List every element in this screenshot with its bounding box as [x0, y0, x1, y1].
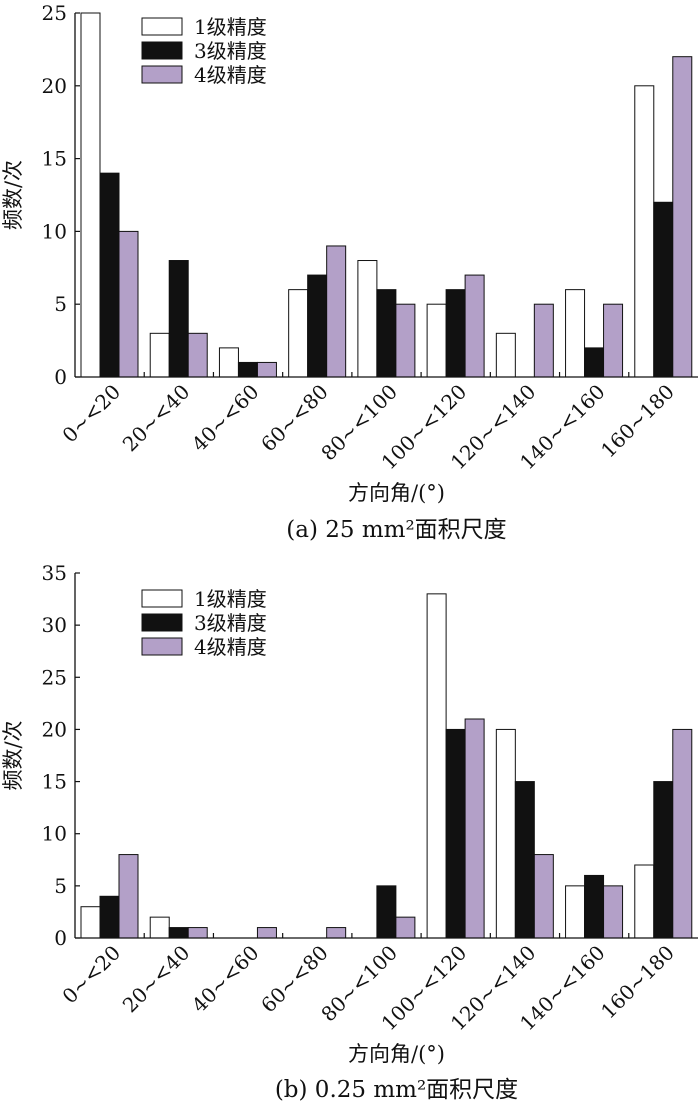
bar-1-6: [426, 303, 447, 378]
x-tick-label: 0~<20: [57, 380, 125, 448]
legend-swatch-1: [141, 17, 183, 36]
y-tick-label: 30: [42, 613, 67, 637]
chart-b: 051015202530350~<2020~<4040~<6060~<8080~…: [1, 561, 698, 1103]
bar-2-4: [307, 274, 328, 378]
bar-2-8: [584, 874, 605, 939]
bar-2-3: [237, 361, 258, 378]
bar-1-7: [495, 332, 516, 378]
legend-label-1: 1级精度: [194, 15, 267, 39]
chart-caption: (b) 0.25 mm²面积尺度: [275, 1077, 518, 1103]
bar-1-1: [80, 906, 101, 939]
bar-3-8: [603, 885, 624, 939]
bar-2-9: [653, 201, 674, 378]
y-tick-label: 20: [42, 717, 67, 741]
bar-3-7: [533, 303, 554, 378]
bar-3-5: [395, 916, 416, 939]
bar-2-7: [514, 781, 535, 939]
bar-3-1: [118, 230, 139, 378]
y-axis-label: 频数/次: [1, 720, 25, 790]
legend-label-2: 3级精度: [194, 611, 267, 635]
bar-1-9: [634, 864, 655, 939]
bar-3-8: [603, 303, 624, 378]
x-tick-label: 160~180: [596, 941, 679, 1024]
bar-2-2: [168, 260, 189, 378]
bar-3-1: [118, 854, 139, 939]
legend-label-3: 4级精度: [194, 63, 267, 87]
bar-1-1: [80, 12, 101, 378]
bar-3-3: [256, 927, 277, 939]
bar-1-4: [288, 289, 309, 378]
bar-1-2: [149, 332, 170, 378]
legend-swatch-3: [141, 65, 183, 84]
bar-2-6: [445, 728, 466, 939]
legend-swatch-3: [141, 637, 183, 656]
x-axis-label: 方向角/(°): [348, 1042, 445, 1066]
legend-label-1: 1级精度: [194, 587, 267, 611]
bar-3-6: [464, 718, 485, 939]
bar-3-4: [326, 245, 347, 378]
chart-a: 05101520250~<2020~<4040~<6060~<8080~<100…: [1, 1, 698, 543]
y-tick-label: 15: [42, 147, 67, 171]
bar-1-3: [218, 347, 239, 378]
y-tick-label: 10: [42, 822, 67, 846]
y-tick-label: 0: [54, 365, 67, 389]
bar-3-4: [326, 927, 347, 939]
x-tick-label: 0~<20: [57, 941, 125, 1009]
y-tick-label: 25: [42, 1, 67, 25]
bar-2-9: [653, 781, 674, 939]
y-tick-label: 5: [54, 874, 67, 898]
x-tick-label: 20~<40: [118, 380, 195, 457]
bar-2-1: [99, 172, 120, 378]
legend-swatch-2: [141, 613, 183, 632]
x-tick-label: 160~180: [596, 380, 679, 463]
y-tick-label: 25: [42, 665, 67, 689]
y-tick-label: 20: [42, 74, 67, 98]
y-tick-label: 10: [42, 219, 67, 243]
bar-1-5: [357, 260, 378, 378]
bar-2-2: [168, 927, 189, 939]
x-tick-label: 20~<40: [118, 941, 195, 1018]
bar-3-3: [256, 361, 277, 378]
y-tick-label: 0: [54, 926, 67, 950]
legend-label-2: 3级精度: [194, 39, 267, 63]
x-tick-label: 40~<60: [187, 941, 264, 1018]
y-tick-label: 35: [42, 561, 67, 585]
bar-3-5: [395, 303, 416, 378]
bar-2-6: [445, 289, 466, 378]
bar-1-9: [634, 85, 655, 378]
bar-3-6: [464, 274, 485, 378]
x-tick-label: 40~<60: [187, 380, 264, 457]
bar-2-1: [99, 895, 120, 939]
bar-3-2: [187, 927, 208, 939]
bar-1-8: [565, 885, 586, 939]
bar-1-2: [149, 916, 170, 939]
legend-swatch-1: [141, 589, 183, 608]
legend-swatch-2: [141, 41, 183, 60]
bar-2-5: [376, 885, 397, 939]
bar-3-2: [187, 332, 208, 378]
y-axis-label: 频数/次: [1, 160, 25, 230]
bar-1-6: [426, 593, 447, 939]
bar-3-7: [533, 854, 554, 939]
bar-3-9: [672, 728, 693, 939]
x-axis-label: 方向角/(°): [348, 481, 445, 505]
chart-caption: (a) 25 mm²面积尺度: [286, 517, 506, 543]
y-tick-label: 5: [54, 292, 67, 316]
bar-2-8: [584, 347, 605, 378]
bar-1-7: [495, 728, 516, 939]
y-tick-label: 15: [42, 770, 67, 794]
bar-2-5: [376, 289, 397, 378]
bar-1-8: [565, 289, 586, 378]
legend-label-3: 4级精度: [194, 635, 267, 659]
bar-3-9: [672, 56, 693, 378]
